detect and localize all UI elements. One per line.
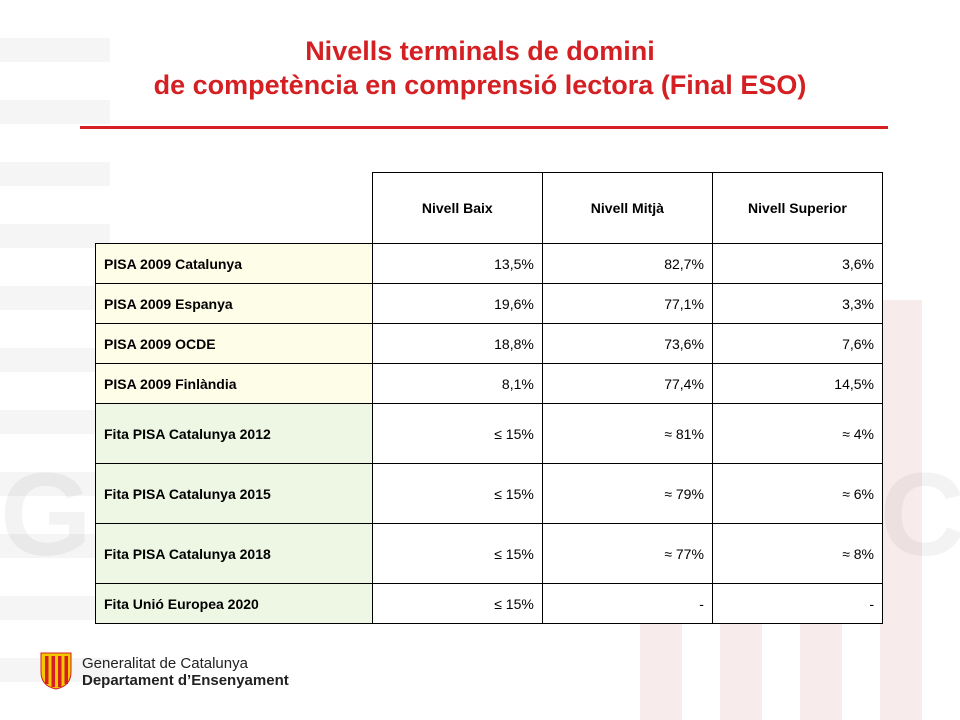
table-row: Fita PISA Catalunya 2015 ≤ 15% ≈ 79% ≈ 6…	[95, 463, 884, 524]
logo-department-name: Departament d’Ensenyament	[82, 672, 289, 689]
cell-nivell-superior: 14,5%	[711, 363, 884, 404]
table-row: PISA 2009 Catalunya 13,5% 82,7% 3,6%	[95, 243, 884, 284]
cell-nivell-superior: 3,6%	[711, 243, 884, 284]
cell-nivell-baix: 13,5%	[371, 243, 543, 284]
row-label: PISA 2009 Espanya	[95, 283, 373, 324]
cell-nivell-mitja: 82,7%	[541, 243, 713, 284]
cell-nivell-mitja: ≈ 81%	[541, 403, 713, 464]
title-line-2: de competència en comprensió lectora (Fi…	[153, 70, 807, 100]
header-blank-cell	[96, 173, 373, 244]
cell-nivell-superior: 3,3%	[711, 283, 884, 324]
cell-nivell-baix: ≤ 15%	[371, 523, 543, 584]
cell-nivell-mitja: 77,1%	[541, 283, 713, 324]
generalitat-logo: Generalitat de Catalunya Departament d’E…	[40, 652, 340, 692]
cell-nivell-mitja: ≈ 79%	[541, 463, 713, 524]
cell-nivell-baix: 19,6%	[371, 283, 543, 324]
header-nivell-superior: Nivell Superior	[711, 172, 884, 244]
table-row: Fita PISA Catalunya 2018 ≤ 15% ≈ 77% ≈ 8…	[95, 523, 884, 584]
cell-nivell-superior: ≈ 8%	[711, 523, 884, 584]
row-label: Fita PISA Catalunya 2018	[95, 523, 373, 584]
logo-organization-name: Generalitat de Catalunya	[82, 655, 248, 672]
cell-nivell-superior: -	[711, 583, 884, 624]
cell-nivell-baix: 18,8%	[371, 323, 543, 364]
row-label: Fita PISA Catalunya 2015	[95, 463, 373, 524]
header-nivell-mitja: Nivell Mitjà	[541, 172, 713, 244]
table-row: Fita Unió Europea 2020 ≤ 15% - -	[95, 583, 884, 624]
cell-nivell-mitja: -	[541, 583, 713, 624]
background-watermark-left	[0, 0, 110, 720]
cell-nivell-baix: ≤ 15%	[371, 583, 543, 624]
cell-nivell-superior: 7,6%	[711, 323, 884, 364]
header-nivell-baix: Nivell Baix	[371, 172, 543, 244]
cell-nivell-mitja: 77,4%	[541, 363, 713, 404]
row-label: PISA 2009 Catalunya	[95, 243, 373, 284]
row-label: PISA 2009 Finlàndia	[95, 363, 373, 404]
cell-nivell-mitja: 73,6%	[541, 323, 713, 364]
table-row: PISA 2009 Finlàndia 8,1% 77,4% 14,5%	[95, 363, 884, 404]
row-label: Fita PISA Catalunya 2012	[95, 403, 373, 464]
title-line-1: Nivells terminals de domini	[305, 36, 655, 66]
cell-nivell-mitja: ≈ 77%	[541, 523, 713, 584]
cell-nivell-baix: ≤ 15%	[371, 463, 543, 524]
cell-nivell-baix: ≤ 15%	[371, 403, 543, 464]
table-row: PISA 2009 Espanya 19,6% 77,1% 3,3%	[95, 283, 884, 324]
cell-nivell-superior: ≈ 6%	[711, 463, 884, 524]
row-label: Fita Unió Europea 2020	[95, 583, 373, 624]
cell-nivell-baix: 8,1%	[371, 363, 543, 404]
table-row: Fita PISA Catalunya 2012 ≤ 15% ≈ 81% ≈ 4…	[95, 403, 884, 464]
competence-levels-table: Nivell Baix Nivell Mitjà Nivell Superior…	[95, 172, 884, 624]
row-label: PISA 2009 OCDE	[95, 323, 373, 364]
slide-title: Nivells terminals de domini de competènc…	[0, 34, 960, 102]
table-header-row: Nivell Baix Nivell Mitjà Nivell Superior	[96, 172, 884, 244]
cell-nivell-superior: ≈ 4%	[711, 403, 884, 464]
title-underline	[80, 126, 888, 129]
table-row: PISA 2009 OCDE 18,8% 73,6% 7,6%	[95, 323, 884, 364]
generalitat-logo-icon	[40, 652, 72, 690]
